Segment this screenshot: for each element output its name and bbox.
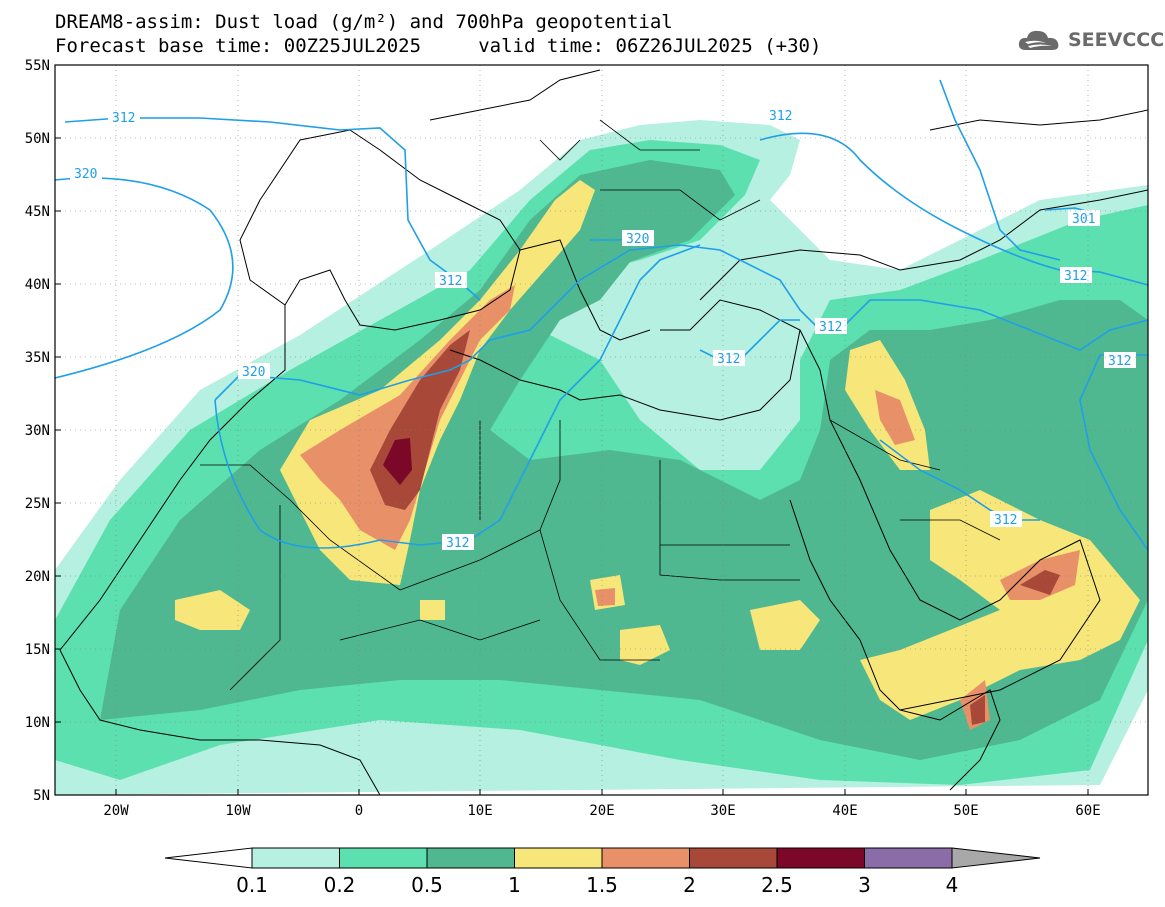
svg-text:312: 312 <box>769 109 792 124</box>
contour-label: 320 <box>70 165 102 182</box>
svg-text:312: 312 <box>819 320 842 335</box>
contour-label: 312 <box>442 534 474 551</box>
colorbar-labels: 0.1 0.2 0.5 1 1.5 2 2.5 3 4 <box>236 873 958 897</box>
svg-text:320: 320 <box>626 232 649 247</box>
lon-label: 50E <box>953 803 978 819</box>
contour-label: 312 <box>990 511 1022 528</box>
contour-labels: 312 320 312 320 312 312 312 320 312 312 … <box>70 107 1136 551</box>
lat-label: 10N <box>25 715 50 731</box>
cloud-logo-icon <box>1018 30 1059 50</box>
colorbar-low-arrow <box>164 847 253 869</box>
colorbar-label: 3 <box>858 873 871 897</box>
lat-label: 30N <box>25 423 50 439</box>
colorbar-label: 1 <box>508 873 521 897</box>
contour-label: 320 <box>238 363 270 380</box>
colorbar-label: 1.5 <box>586 873 618 897</box>
forecast-times: Forecast base time: 00Z25JUL2025 valid t… <box>55 35 822 57</box>
colorbar-label: 2 <box>683 873 696 897</box>
colorbar-label: 2.5 <box>761 873 793 897</box>
lon-label: 10W <box>225 803 251 819</box>
colorbar-swatch <box>339 847 428 869</box>
svg-text:312: 312 <box>112 111 135 126</box>
svg-text:320: 320 <box>242 365 265 380</box>
colorbar-label: 4 <box>946 873 959 897</box>
axis-ticks <box>55 64 1089 796</box>
svg-text:312: 312 <box>994 513 1017 528</box>
contour-label: 312 <box>1060 267 1092 284</box>
lat-label: 20N <box>25 569 50 585</box>
colorbar-label: 0.5 <box>411 873 443 897</box>
lat-label: 40N <box>25 277 50 293</box>
lon-label: 30E <box>710 803 735 819</box>
country-borders <box>200 119 1001 691</box>
lat-label: 55N <box>25 58 50 74</box>
lat-label: 5N <box>33 788 50 804</box>
contour-label: 312 <box>765 107 797 124</box>
contour-label: 301 <box>1068 210 1100 227</box>
lon-label: 40E <box>832 803 857 819</box>
contour-label: 312 <box>1104 352 1136 369</box>
contour-label: 312 <box>815 318 847 335</box>
colorbar-swatch <box>426 847 515 869</box>
contour-label: 312 <box>108 109 140 126</box>
svg-text:312: 312 <box>439 274 462 289</box>
svg-text:312: 312 <box>446 536 469 551</box>
dust-level-0.5 <box>100 160 1148 760</box>
colorbar-swatch <box>601 847 690 869</box>
lon-label: 20W <box>103 803 129 819</box>
lat-label: 35N <box>25 350 50 366</box>
lat-label: 15N <box>25 642 50 658</box>
colorbar-label: 0.1 <box>236 873 268 897</box>
contour-label: 320 <box>622 230 654 247</box>
lon-label: 20E <box>589 803 614 819</box>
longitude-labels: 20W 10W 0 10E 20E 30E 40E 50E 60E <box>103 803 1100 819</box>
colorbar-swatch <box>251 847 340 869</box>
colorbar-swatch <box>864 847 953 869</box>
lat-label: 50N <box>25 131 50 147</box>
logo-text: SEEVCCC <box>1068 29 1165 51</box>
lat-label: 45N <box>25 204 50 220</box>
colorbar-label: 0.2 <box>324 873 356 897</box>
lon-label: 60E <box>1075 803 1100 819</box>
dust-level-2.5 <box>383 438 412 485</box>
lon-label: 10E <box>467 803 492 819</box>
contour-label: 312 <box>435 272 467 289</box>
colorbar-high-arrow <box>951 847 1041 869</box>
colorbar: 0.1 0.2 0.5 1 1.5 2 2.5 3 4 <box>164 847 1041 897</box>
graticule <box>55 65 1148 795</box>
svg-text:320: 320 <box>74 167 97 182</box>
colorbar-swatch <box>776 847 865 869</box>
svg-text:312: 312 <box>717 352 740 367</box>
seevccc-logo: SEEVCCC <box>1016 25 1164 55</box>
contour-label: 312 <box>713 350 745 367</box>
svg-text:312: 312 <box>1108 354 1131 369</box>
svg-text:301: 301 <box>1072 212 1095 227</box>
map-title: DREAM8-assim: Dust load (g/m²) and 700hP… <box>55 11 673 33</box>
colorbar-swatch <box>514 847 603 869</box>
map-field: 312 320 312 320 312 312 312 320 312 312 … <box>55 65 1148 795</box>
lon-label: 0 <box>355 803 363 819</box>
lat-label: 25N <box>25 496 50 512</box>
colorbar-swatches <box>251 847 953 869</box>
latitude-labels: 55N 50N 45N 40N 35N 30N 25N 20N 15N 10N … <box>25 58 50 804</box>
colorbar-swatch <box>689 847 778 869</box>
svg-text:312: 312 <box>1064 269 1087 284</box>
